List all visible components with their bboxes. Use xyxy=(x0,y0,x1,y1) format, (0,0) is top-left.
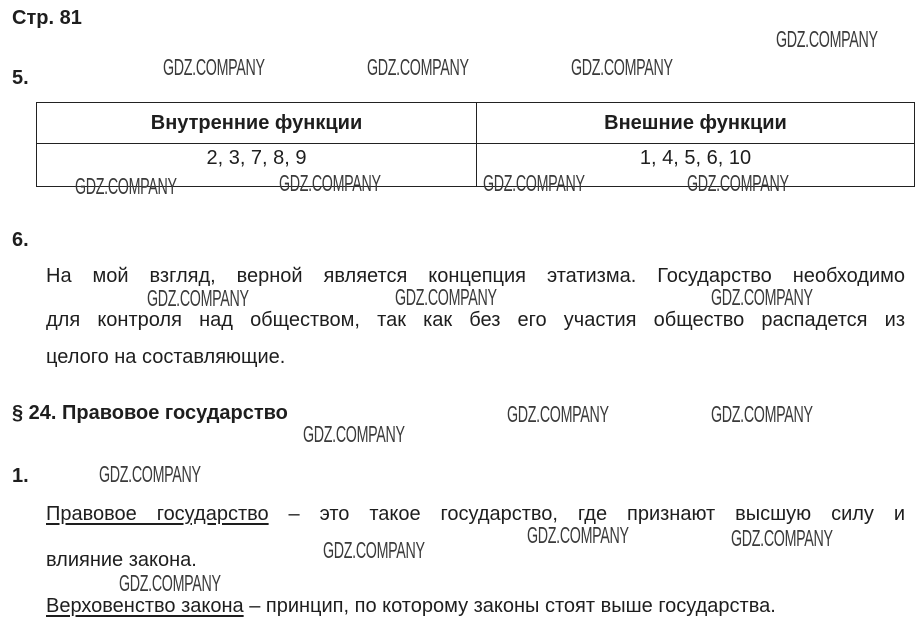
watermark: GDZ.COMPANY xyxy=(279,170,381,196)
watermark: GDZ.COMPANY xyxy=(395,284,497,310)
cell-external: 1, 4, 5, 6, 10 xyxy=(476,143,915,187)
header-internal-functions: Внутренние функции xyxy=(36,102,477,144)
watermark: GDZ.COMPANY xyxy=(527,522,629,548)
definition-1-continued: влияние закона. xyxy=(46,549,197,571)
watermark: GDZ.COMPANY xyxy=(571,54,673,80)
functions-table: Внутренние функции Внешние функции 2, 3,… xyxy=(36,102,915,187)
watermark: GDZ.COMPANY xyxy=(147,285,249,311)
section-title: § 24. Правовое государство xyxy=(12,402,288,424)
watermark: GDZ.COMPANY xyxy=(303,421,405,447)
definition-1-text: – это такое государство, где признают вы… xyxy=(268,503,905,525)
task-5-number: 5. xyxy=(12,67,29,89)
watermark: GDZ.COMPANY xyxy=(731,525,833,551)
watermark: GDZ.COMPANY xyxy=(323,537,425,563)
watermark: GDZ.COMPANY xyxy=(75,173,177,199)
task-1-number: 1. xyxy=(12,465,29,487)
watermark: GDZ.COMPANY xyxy=(776,26,878,52)
table-row: 2, 3, 7, 8, 9 1, 4, 5, 6, 10 xyxy=(36,143,915,187)
watermark: GDZ.COMPANY xyxy=(367,54,469,80)
watermark: GDZ.COMPANY xyxy=(119,570,221,596)
watermark: GDZ.COMPANY xyxy=(687,170,789,196)
task-6-line: целого на составляющие. xyxy=(46,346,286,368)
watermark: GDZ.COMPANY xyxy=(507,401,609,427)
term-supremacy-of-law: Верховенство закона xyxy=(46,595,244,617)
definition-2-text: – принцип, по которому законы стоят выше… xyxy=(243,595,776,617)
definition-1: Правовое государство – это такое государ… xyxy=(46,504,905,524)
task-6-line: На мой взгляд, верной является концепция… xyxy=(46,265,905,287)
watermark: GDZ.COMPANY xyxy=(163,54,265,80)
definition-2: Верховенство закона – принцип, по которо… xyxy=(46,596,776,616)
task-6-number: 6. xyxy=(12,229,29,251)
header-external-functions: Внешние функции xyxy=(476,102,915,144)
term-rule-of-law-state: Правовое государство xyxy=(46,503,269,525)
watermark: GDZ.COMPANY xyxy=(99,461,201,487)
watermark: GDZ.COMPANY xyxy=(711,401,813,427)
task-6-line: для контроля над обществом, так как без … xyxy=(46,309,905,331)
watermark: GDZ.COMPANY xyxy=(483,170,585,196)
page-label: Стр. 81 xyxy=(12,7,82,29)
watermark: GDZ.COMPANY xyxy=(711,284,813,310)
table-header-row: Внутренние функции Внешние функции xyxy=(36,102,915,144)
